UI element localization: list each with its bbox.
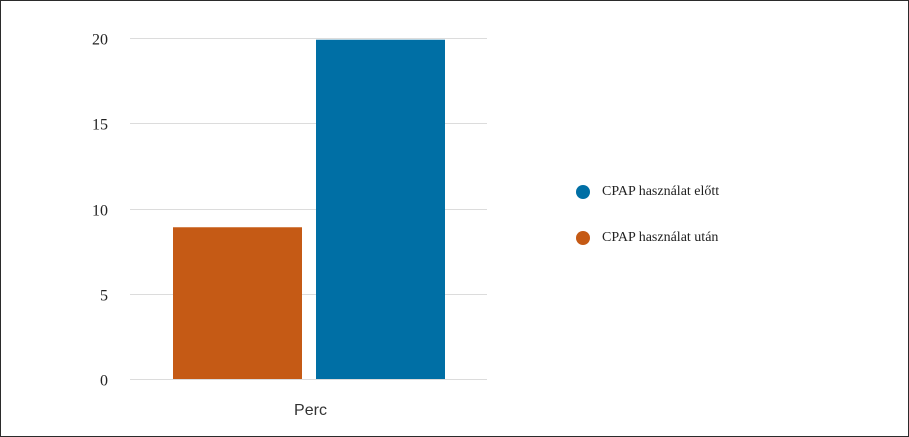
legend-marker-after <box>576 231 590 245</box>
bars <box>173 39 445 379</box>
legend-item-before[interactable]: CPAP használat előtt <box>576 182 719 202</box>
bar-after[interactable] <box>173 227 302 379</box>
legend-label-before: CPAP használat előtt <box>602 184 720 199</box>
y-tick-label: 15 <box>92 117 108 134</box>
legend-item-after[interactable]: CPAP használat után <box>576 228 719 248</box>
bar-before[interactable] <box>316 39 445 379</box>
y-tick-label: 20 <box>92 32 108 49</box>
y-tick-label: 5 <box>100 288 108 305</box>
legend: CPAP használat előtt CPAP használat után <box>576 182 719 274</box>
x-category-label: Perc <box>294 402 327 419</box>
y-axis-ticks: 0 5 10 15 20 <box>92 32 108 390</box>
legend-marker-before <box>576 185 590 199</box>
legend-label-after: CPAP használat után <box>602 230 719 245</box>
y-tick-label: 0 <box>100 373 108 390</box>
y-tick-label: 10 <box>92 203 108 220</box>
x-axis-categories: Perc <box>294 402 327 419</box>
